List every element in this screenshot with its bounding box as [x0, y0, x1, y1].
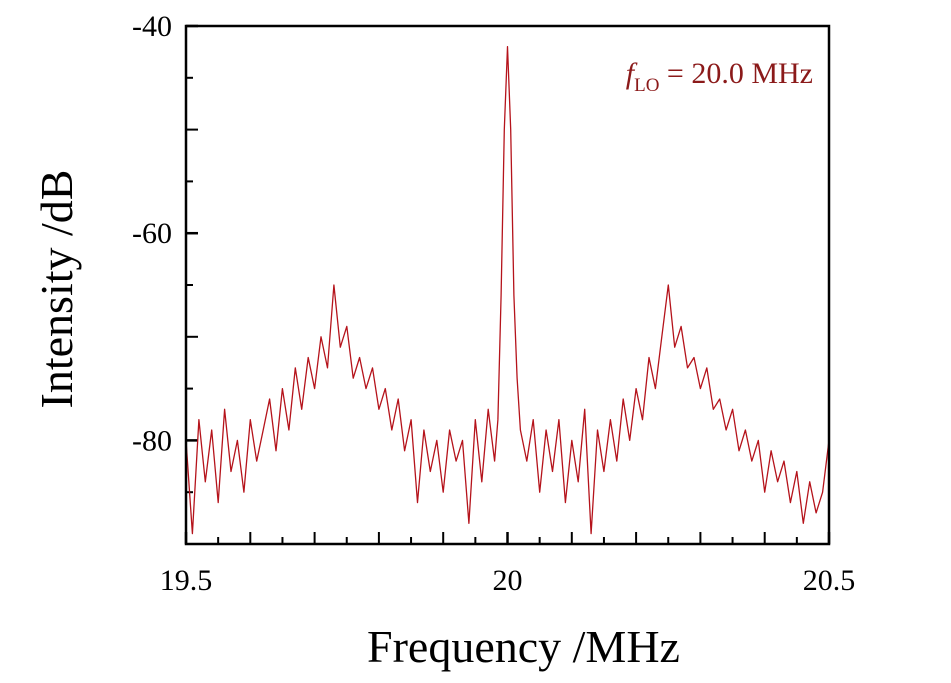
y-tick-label: -60	[132, 217, 172, 250]
annotation-subscript: LO	[634, 75, 659, 96]
y-tick-label: -80	[132, 424, 172, 457]
y-tick-label: -40	[132, 10, 172, 43]
plot-frame	[184, 24, 831, 546]
major-ticks	[184, 24, 831, 544]
x-axis-title: Frequency /MHz	[367, 621, 680, 672]
lo-frequency-annotation: fLO = 20.0 MHz	[626, 57, 813, 96]
y-tick-labels: -40 -60 -80	[132, 10, 172, 457]
minor-ticks	[186, 76, 798, 544]
x-tick-label: 19.5	[160, 564, 213, 597]
annotation-value: = 20.0 MHz	[659, 57, 813, 90]
x-tick-label: 20.5	[803, 564, 856, 597]
spectrum-series-line	[185, 46, 830, 535]
y-axis-title: Intensity /dB	[31, 170, 82, 409]
x-tick-labels: 19.5 20 20.5	[160, 564, 856, 597]
x-tick-label: 20	[493, 564, 523, 597]
